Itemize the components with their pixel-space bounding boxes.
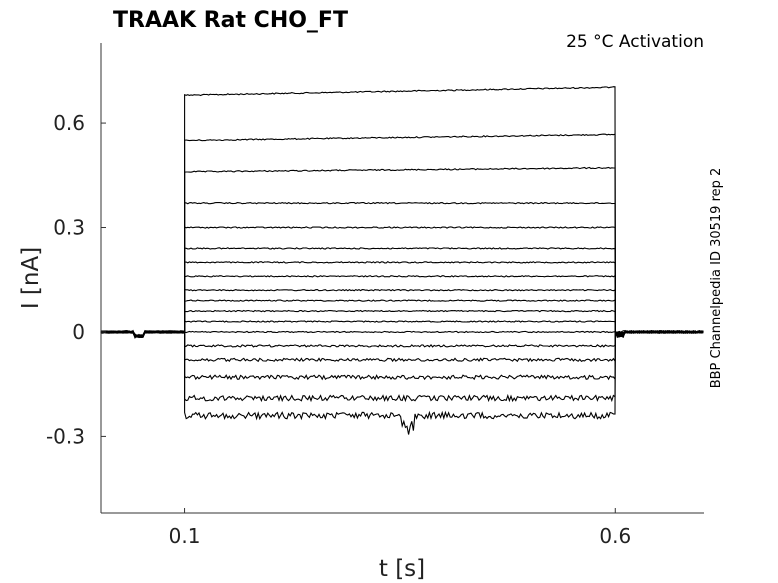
trace-6 <box>100 247 704 338</box>
chart-title: TRAAK Rat CHO_FT <box>113 8 348 33</box>
trace-9 <box>100 288 704 338</box>
trace-16 <box>100 330 704 381</box>
x-tick-label: 0.6 <box>599 524 631 548</box>
trace-11 <box>100 309 704 338</box>
side-note: BBP Channelpedia ID 30519 rep 2 <box>709 168 724 389</box>
trace-15 <box>100 329 704 363</box>
y-ticks: -0.3 0 0.3 0.6 <box>46 111 106 448</box>
trace-3 <box>100 166 704 337</box>
y-tick-label: 0.3 <box>53 216 85 240</box>
trace-13 <box>100 329 704 338</box>
trace-10 <box>100 299 704 339</box>
trace-18 <box>100 330 704 435</box>
y-axis-label: I [nA] <box>18 247 44 309</box>
x-tick-label: 0.1 <box>169 524 201 548</box>
x-ticks: 0.1 0.6 <box>169 508 631 548</box>
trace-14 <box>100 330 704 348</box>
trace-5 <box>100 225 704 339</box>
trace-1 <box>100 86 704 339</box>
y-tick-label: -0.3 <box>46 424 85 448</box>
trace-7 <box>100 261 704 339</box>
trace-8 <box>100 274 704 338</box>
y-tick-label: 0.6 <box>53 111 85 135</box>
trace-2 <box>100 133 704 338</box>
traces <box>100 86 704 435</box>
y-tick-label: 0 <box>72 320 85 344</box>
chart-annotation: 25 °C Activation <box>566 32 704 52</box>
trace-12 <box>100 320 704 338</box>
trace-17 <box>100 330 704 403</box>
trace-4 <box>100 201 704 338</box>
plot-area: -0.3 0 0.3 0.6 0.1 0.6 <box>46 43 704 548</box>
x-axis-label: t [s] <box>379 556 425 582</box>
